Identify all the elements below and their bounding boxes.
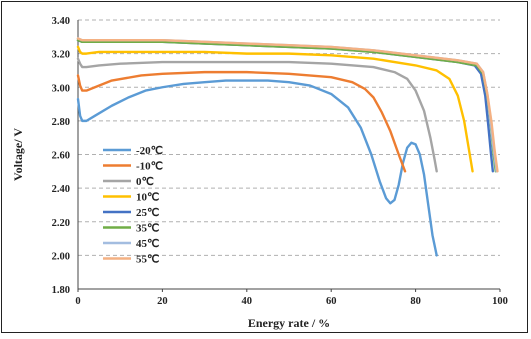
y-tick-label: 3.00 [52,83,70,94]
x-tick-label: 80 [410,296,421,307]
series-line-8 [76,37,499,173]
legend: -20℃ -10℃ 0℃ 10℃ 25℃ 35℃ 45℃ 55℃ [103,145,163,266]
series-line-4 [76,45,474,173]
x-tick-label: 20 [157,296,168,307]
series-line-2 [76,70,407,173]
x-tick-label: 100 [492,296,508,307]
y-tick-label: 2.40 [52,184,70,195]
series-line-3 [76,57,438,173]
y-tick-label: 3.20 [52,50,70,61]
series-line-1 [76,79,438,257]
legend-label-6: 35℃ [136,223,159,235]
x-tick-labels: 0 20 40 60 80 100 [75,296,508,307]
y-tick-label: 3.40 [52,16,70,27]
y-tick-label: 2.60 [52,151,70,162]
series-lines [76,37,499,257]
y-tick-label: 2.80 [52,117,70,128]
y-tick-label: 2.20 [52,218,70,229]
legend-label-5: 25℃ [136,207,159,219]
chart-svg: 1.80 2.00 2.20 2.40 2.60 2.80 3.00 3.20 3.40 0 20… [11,16,508,330]
grid-lines [78,19,500,256]
x-tick-label: 0 [75,296,80,307]
legend-label-7: 45℃ [136,238,159,250]
x-tick-label: 60 [326,296,337,307]
axes [77,20,501,292]
y-tick-labels: 1.80 2.00 2.20 2.40 2.60 2.80 3.00 3.20 3.40 [52,16,70,296]
legend-label-4: 10℃ [136,192,159,204]
legend-label-2: -10℃ [136,161,163,173]
y-tick-label: 1.80 [52,285,70,296]
legend-label-8: 55℃ [136,254,159,266]
legend-label-3: 0℃ [136,176,154,188]
legend-label-1: -20℃ [136,145,163,157]
y-tick-label: 2.00 [52,251,70,262]
chart-frame: 1.80 2.00 2.20 2.40 2.60 2.80 3.00 3.20 3.40 0 20… [1,1,528,333]
y-axis-title: Voltage/ V [11,128,25,181]
x-axis-title: Energy rate / % [248,316,330,330]
x-tick-label: 40 [242,296,253,307]
